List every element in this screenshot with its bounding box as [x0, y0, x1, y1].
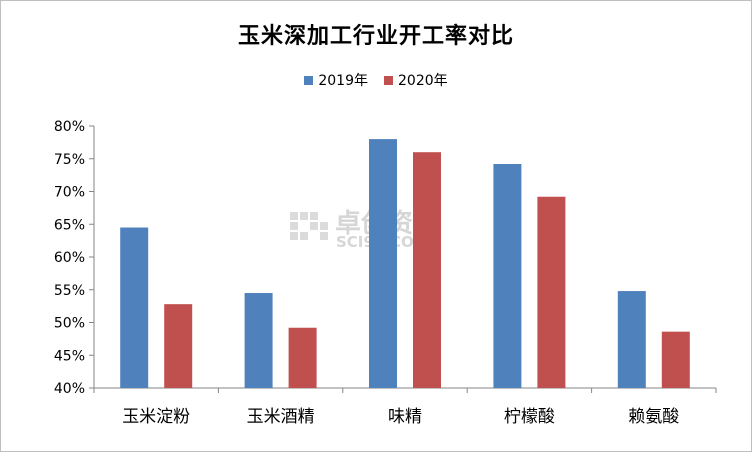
chart-legend: 2019年 2020年: [0, 70, 752, 90]
y-tick-label: 60%: [54, 250, 85, 266]
bar-2019年-赖氨酸: [617, 291, 646, 388]
x-tick-label: 玉米酒精: [247, 407, 315, 427]
legend-label-2020: 2020年: [398, 73, 448, 89]
bar-2020年-玉米淀粉: [164, 304, 193, 388]
bar-2019年-玉米淀粉: [120, 227, 149, 388]
x-tick-label: 玉米淀粉: [122, 407, 190, 427]
x-tick-label: 柠檬酸: [504, 407, 555, 427]
y-tick-label: 70%: [54, 185, 85, 201]
y-tick-label: 55%: [54, 283, 85, 299]
y-tick-label: 65%: [54, 217, 85, 233]
bar-2020年-柠檬酸: [537, 196, 566, 388]
bar-2019年-味精: [369, 139, 397, 388]
bar-2019年-柠檬酸: [493, 163, 522, 388]
x-tick-label: 赖氨酸: [628, 407, 679, 427]
y-tick-label: 40%: [54, 381, 85, 397]
bar-2020年-玉米酒精: [288, 327, 317, 388]
bar-2020年-赖氨酸: [661, 331, 690, 388]
y-tick-label: 80%: [54, 119, 85, 135]
chart-title: 玉米深加工行业开工率对比: [237, 23, 514, 49]
bar-2019年-玉米酒精: [244, 293, 273, 388]
legend-item-2019: 2019年: [304, 70, 368, 90]
legend-swatch-2020: [384, 75, 393, 85]
x-tick-label: 味精: [388, 407, 422, 427]
y-tick-label: 45%: [54, 348, 85, 364]
watermark-logo-icon: [290, 212, 328, 240]
bars: [120, 139, 690, 388]
legend-label-2019: 2019年: [318, 73, 368, 89]
legend-swatch-2019: [304, 75, 314, 85]
y-tick-label: 50%: [54, 316, 85, 332]
y-tick-label: 75%: [54, 152, 85, 168]
bar-2020年-味精: [413, 152, 441, 388]
axes: 40% 45% 50% 55% 60% 65% 70% 75% 80% 玉米淀粉 玉米酒精 味精 柠檬酸…: [54, 119, 717, 427]
legend-item-2020: 2020年: [384, 70, 448, 90]
